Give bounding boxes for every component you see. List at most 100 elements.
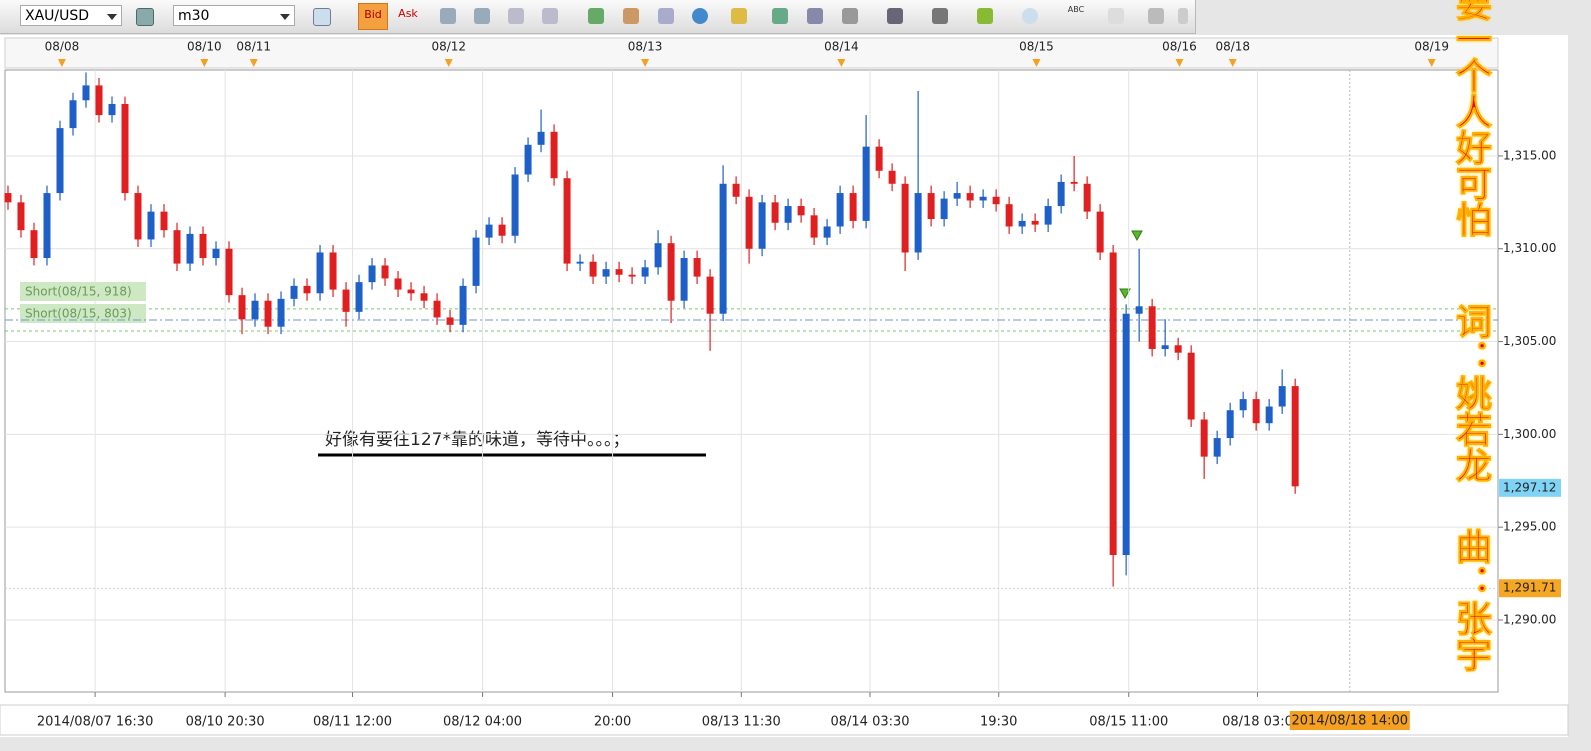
icon[interactable] <box>136 8 154 26</box>
candle-body <box>602 269 610 277</box>
icon[interactable] <box>887 8 903 24</box>
candle-body <box>459 285 467 325</box>
icon[interactable] <box>474 8 490 24</box>
lyric: 词：姚若龙 <box>1450 303 1492 484</box>
candle-body <box>498 224 506 236</box>
ask-label: Ask <box>398 7 418 20</box>
candle-body <box>1200 419 1208 457</box>
symbol-select[interactable]: XAU/USD <box>20 5 122 26</box>
candle-body <box>1070 181 1078 184</box>
order-box <box>20 282 146 301</box>
text-tool[interactable]: ABC <box>1061 3 1091 30</box>
candle-body <box>277 298 285 327</box>
toolbar: XAU/USD m30 Bid Ask ABC <box>0 0 1196 34</box>
candle-body <box>537 131 545 145</box>
candle-body <box>1005 204 1013 227</box>
candle-body <box>1226 410 1234 439</box>
icon[interactable] <box>542 8 558 24</box>
order-label: Short(08/15, 918) <box>25 285 132 299</box>
sell-arrow <box>1119 288 1131 300</box>
candle-body <box>485 224 493 238</box>
candle-body <box>1174 345 1182 353</box>
order-box <box>20 304 146 323</box>
candle-body <box>108 103 116 116</box>
x-tick-label: 08/15 11:00 <box>1089 715 1168 730</box>
candle-body <box>121 103 129 194</box>
icon[interactable] <box>842 8 858 24</box>
icon[interactable] <box>692 8 708 24</box>
candle-body <box>238 295 246 320</box>
candle-body <box>927 193 935 220</box>
date-label: 08/11 <box>236 40 271 54</box>
x-tick-label: 19:30 <box>980 715 1017 730</box>
price-label: 1,291.71 <box>1503 581 1556 595</box>
candle-body <box>43 193 51 259</box>
date-marker <box>837 59 846 67</box>
candle-body <box>433 300 441 318</box>
icon[interactable] <box>1022 8 1038 24</box>
candle-body <box>550 131 558 179</box>
candle-body <box>225 248 233 296</box>
icon[interactable] <box>658 8 674 24</box>
candle-body <box>82 85 90 101</box>
candle-body <box>615 269 623 275</box>
candle-body <box>784 206 792 223</box>
icon[interactable] <box>1148 8 1164 24</box>
icon[interactable] <box>508 8 524 24</box>
candle-body <box>1083 183 1091 212</box>
candle-body <box>576 261 584 264</box>
y-tick-label: 1,310.00 <box>1503 241 1556 255</box>
x-tick-label: 2014/08/07 16:30 <box>37 715 154 730</box>
candle-body <box>823 226 831 238</box>
candle-body <box>147 211 155 240</box>
date-label: 08/08 <box>45 40 80 54</box>
candle-body <box>589 261 597 277</box>
candle-body <box>979 196 987 201</box>
icon[interactable] <box>977 8 993 24</box>
candle-body <box>1213 438 1221 457</box>
candle-body <box>1044 206 1052 225</box>
bid-button[interactable]: Bid <box>358 3 388 30</box>
candle-body <box>394 278 402 290</box>
date-label: 08/15 <box>1019 40 1054 54</box>
icon[interactable] <box>772 8 788 24</box>
date-label: 08/13 <box>628 40 663 54</box>
lyric: 要一个人好可怕 <box>1450 0 1492 238</box>
date-marker <box>57 59 66 67</box>
icon[interactable] <box>932 8 948 24</box>
icon[interactable] <box>731 8 747 24</box>
ask-button[interactable]: Ask <box>393 3 423 30</box>
candle-body <box>186 233 194 264</box>
icon[interactable] <box>588 8 604 24</box>
date-marker <box>1228 59 1237 67</box>
candle-body <box>329 252 337 290</box>
date-label: 08/18 <box>1215 40 1250 54</box>
candle-body <box>264 300 272 327</box>
icon[interactable] <box>1108 8 1124 24</box>
candle-body <box>1278 386 1286 407</box>
icon[interactable] <box>440 8 456 24</box>
candle-body <box>199 233 207 259</box>
candle-body <box>1252 399 1260 424</box>
candle-body <box>1031 220 1039 225</box>
icon[interactable] <box>1178 8 1188 24</box>
icon[interactable] <box>313 8 331 26</box>
date-marker <box>200 59 209 67</box>
candle-body <box>901 183 909 253</box>
candle-body <box>719 183 727 314</box>
icon[interactable] <box>623 8 639 24</box>
candle-body <box>368 265 376 283</box>
symbol: XAU/USD <box>25 8 90 24</box>
x-tick-label: 08/18 03:0 <box>1222 715 1293 730</box>
x-tick-label: 20:00 <box>594 715 631 730</box>
candle-body <box>355 282 363 312</box>
icon[interactable] <box>807 8 823 24</box>
annotation: 好像有要往127*靠的味道，等待中。。。； <box>325 430 629 450</box>
candle-body <box>303 285 311 294</box>
timeframe-select[interactable]: m30 <box>173 5 295 26</box>
y-tick-label: 1,300.00 <box>1503 427 1556 441</box>
candle-body <box>745 196 753 249</box>
candle-body <box>693 258 701 277</box>
price-label: 1,297.12 <box>1503 480 1556 494</box>
